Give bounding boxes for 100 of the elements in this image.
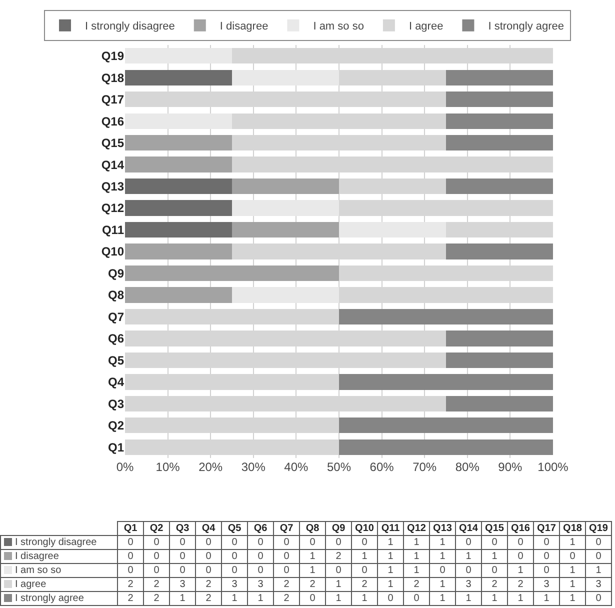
data-label: 1 bbox=[170, 592, 196, 606]
x-tick-label: 30% bbox=[241, 460, 266, 474]
y-tick-label: Q12 bbox=[101, 201, 124, 216]
data-label: 1 bbox=[326, 592, 352, 606]
x-tick-label: Q9 bbox=[326, 522, 352, 536]
x-tick-label: Q13 bbox=[430, 522, 456, 536]
x-tick-label: Q3 bbox=[170, 522, 196, 536]
data-label: 2 bbox=[482, 578, 508, 592]
data-label: 0 bbox=[144, 536, 170, 550]
x-tick-label: Q2 bbox=[144, 522, 170, 536]
bar bbox=[232, 200, 339, 216]
x-tick-label: Q4 bbox=[196, 522, 222, 536]
data-label: 3 bbox=[534, 578, 560, 592]
data-label: 1 bbox=[352, 550, 378, 564]
bar bbox=[339, 222, 446, 238]
y-tick-label: Q9 bbox=[108, 266, 124, 280]
data-label: 0 bbox=[274, 536, 300, 550]
data-label: 2 bbox=[274, 592, 300, 606]
data-label: 0 bbox=[118, 550, 144, 564]
data-label: 3 bbox=[456, 578, 482, 592]
x-tick-label: 80% bbox=[455, 460, 480, 474]
data-label: 0 bbox=[248, 564, 274, 578]
y-tick-label: Q6 bbox=[108, 332, 124, 346]
x-tick-label: 20% bbox=[198, 460, 223, 474]
data-label: 3 bbox=[222, 578, 248, 592]
data-label: 0 bbox=[118, 564, 144, 578]
y-tick-label: Q15 bbox=[101, 136, 124, 150]
data-label: 0 bbox=[508, 536, 534, 550]
data-label: 2 bbox=[274, 578, 300, 592]
data-label: 1 bbox=[560, 592, 586, 606]
y-tick-label: I strongly disagree bbox=[0, 536, 118, 550]
data-label: 1 bbox=[352, 592, 378, 606]
data-label: 0 bbox=[508, 550, 534, 564]
data-label: 0 bbox=[352, 564, 378, 578]
data-label: 1 bbox=[482, 550, 508, 564]
bar bbox=[339, 308, 553, 325]
data-label: 1 bbox=[534, 592, 560, 606]
data-label: 1 bbox=[430, 592, 456, 606]
y-tick-label: Q11 bbox=[102, 222, 124, 237]
data-label: 1 bbox=[248, 592, 274, 606]
y-tick-label: Q19 bbox=[101, 49, 124, 64]
x-tick-label: 50% bbox=[326, 460, 352, 474]
y-tick-label: Q1 bbox=[108, 440, 124, 454]
data-label: 2 bbox=[300, 578, 326, 592]
bar bbox=[446, 178, 553, 194]
data-label: 2 bbox=[326, 550, 352, 564]
data-label: 0 bbox=[456, 536, 482, 550]
bar bbox=[446, 134, 553, 151]
data-label: 0 bbox=[534, 550, 560, 564]
data-label: 0 bbox=[196, 564, 222, 578]
data-label: 0 bbox=[326, 536, 352, 550]
data-label: 0 bbox=[534, 536, 560, 550]
bar bbox=[446, 330, 553, 346]
data-label: 2 bbox=[118, 578, 144, 592]
data-label: 2 bbox=[352, 578, 378, 592]
bar bbox=[125, 70, 232, 86]
data-label: 0 bbox=[326, 564, 352, 578]
data-label: 1 bbox=[560, 564, 586, 578]
y-tick-label: I strongly agree bbox=[0, 592, 118, 606]
data-label: 1 bbox=[508, 564, 534, 578]
data-label: 0 bbox=[560, 550, 586, 564]
x-tick-label: 60% bbox=[370, 460, 394, 474]
data-label: 3 bbox=[248, 578, 274, 592]
x-tick-label: 10% bbox=[156, 460, 180, 474]
x-tick-label: 100% bbox=[538, 460, 569, 474]
bar bbox=[125, 244, 232, 260]
bar bbox=[125, 265, 339, 282]
x-tick-label: Q5 bbox=[222, 522, 248, 536]
bar bbox=[232, 178, 339, 194]
data-label: 1 bbox=[430, 536, 456, 550]
y-tick-label: Q10 bbox=[101, 244, 124, 259]
bar bbox=[125, 48, 232, 64]
x-tick-label: Q19 bbox=[586, 522, 612, 536]
data-label: 2 bbox=[196, 592, 222, 606]
data-label: 1 bbox=[404, 550, 430, 564]
data-label: 0 bbox=[274, 550, 300, 564]
legend-label: I am so so bbox=[313, 20, 364, 33]
bar bbox=[446, 113, 553, 129]
x-tick-label: Q18 bbox=[560, 522, 586, 536]
bar bbox=[446, 92, 553, 108]
x-tick-label: Q15 bbox=[482, 522, 508, 536]
data-label: 2 bbox=[144, 592, 170, 606]
data-label: 0 bbox=[170, 550, 196, 564]
bar bbox=[446, 396, 553, 412]
data-label: 2 bbox=[118, 592, 144, 606]
data-label: 0 bbox=[144, 564, 170, 578]
data-label: 2 bbox=[508, 578, 534, 592]
data-label: 0 bbox=[456, 564, 482, 578]
data-label: 2 bbox=[144, 578, 170, 592]
data-label: 2 bbox=[196, 578, 222, 592]
data-label: 0 bbox=[144, 550, 170, 564]
y-tick-label: Q7 bbox=[108, 310, 124, 324]
data-label: 1 bbox=[560, 536, 586, 550]
y-tick-label: Q2 bbox=[108, 418, 124, 433]
data-label: 2 bbox=[404, 578, 430, 592]
data-label: 0 bbox=[274, 564, 300, 578]
data-label: 1 bbox=[560, 578, 586, 592]
bar bbox=[125, 200, 232, 216]
y-tick-label: I agree bbox=[0, 578, 118, 592]
data-label: 0 bbox=[534, 564, 560, 578]
